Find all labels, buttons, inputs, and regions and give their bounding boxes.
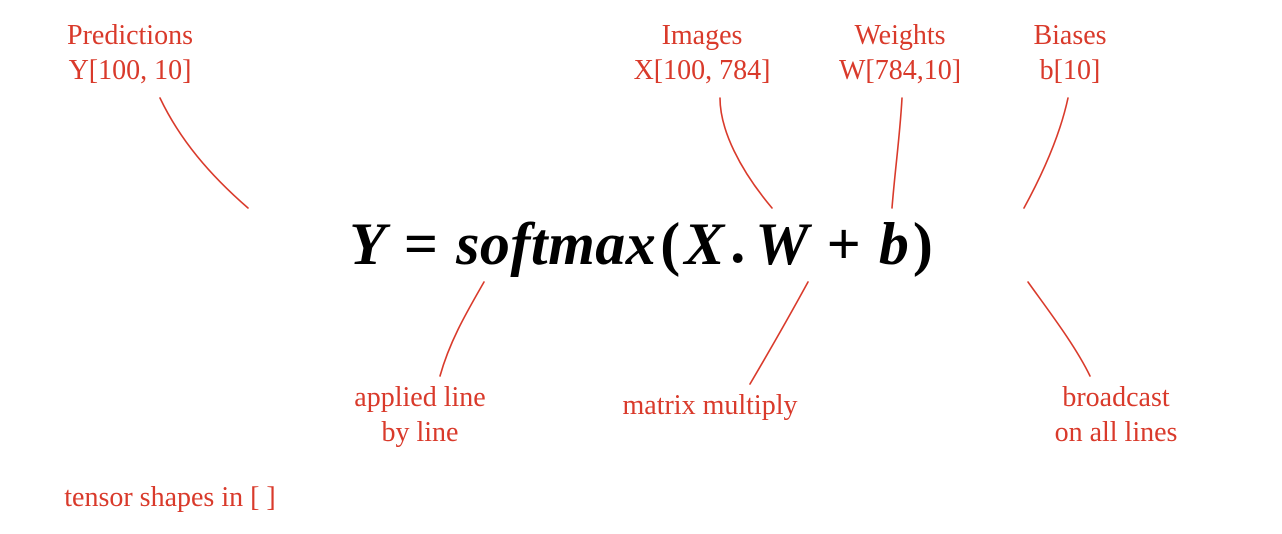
annot-images-detail: X[100, 784]: [634, 53, 771, 88]
connector-images: [720, 98, 772, 208]
connector-broadcast: [1028, 282, 1090, 376]
annot-predictions: Predictions Y[100, 10]: [67, 18, 193, 88]
eq-equals: =: [404, 214, 438, 274]
annot-biases-detail: b[10]: [1033, 53, 1106, 88]
annot-broadcast-detail: on all lines: [1055, 415, 1178, 450]
annot-weights-title: Weights: [839, 18, 961, 53]
annot-weights: Weights W[784,10]: [839, 18, 961, 88]
eq-rparen: ): [913, 214, 933, 274]
eq-W: W: [755, 214, 808, 274]
annot-images-title: Images: [634, 18, 771, 53]
eq-lparen: (: [660, 214, 680, 274]
annot-matmul: matrix multiply: [623, 388, 798, 423]
annot-footnote: tensor shapes in [ ]: [64, 480, 276, 515]
eq-softmax: softmax: [456, 214, 656, 274]
annot-weights-detail: W[784,10]: [839, 53, 961, 88]
connector-predictions: [160, 98, 248, 208]
annot-applied-title: applied line: [354, 380, 485, 415]
annot-footnote-title: tensor shapes in [ ]: [64, 480, 276, 515]
connector-matmul: [750, 282, 808, 384]
connector-applied: [440, 282, 484, 376]
annot-matmul-title: matrix multiply: [623, 388, 798, 423]
diagram-stage: Y = softmax ( X . W + b ) Predictions Y[…: [0, 0, 1282, 534]
annot-biases-title: Biases: [1033, 18, 1106, 53]
annot-applied-detail: by line: [354, 415, 485, 450]
eq-X: X: [684, 214, 724, 274]
annot-broadcast: broadcast on all lines: [1055, 380, 1178, 450]
connector-biases: [1024, 98, 1068, 208]
annot-predictions-detail: Y[100, 10]: [67, 53, 193, 88]
annot-applied: applied line by line: [354, 380, 485, 450]
equation: Y = softmax ( X . W + b ): [349, 214, 933, 274]
eq-Y: Y: [349, 214, 386, 274]
annot-predictions-title: Predictions: [67, 18, 193, 53]
annot-biases: Biases b[10]: [1033, 18, 1106, 88]
annot-images: Images X[100, 784]: [634, 18, 771, 88]
connector-weights: [892, 98, 902, 208]
eq-plus: +: [827, 214, 861, 274]
annot-broadcast-title: broadcast: [1055, 380, 1178, 415]
eq-dot: .: [730, 212, 745, 272]
eq-b: b: [879, 214, 909, 274]
